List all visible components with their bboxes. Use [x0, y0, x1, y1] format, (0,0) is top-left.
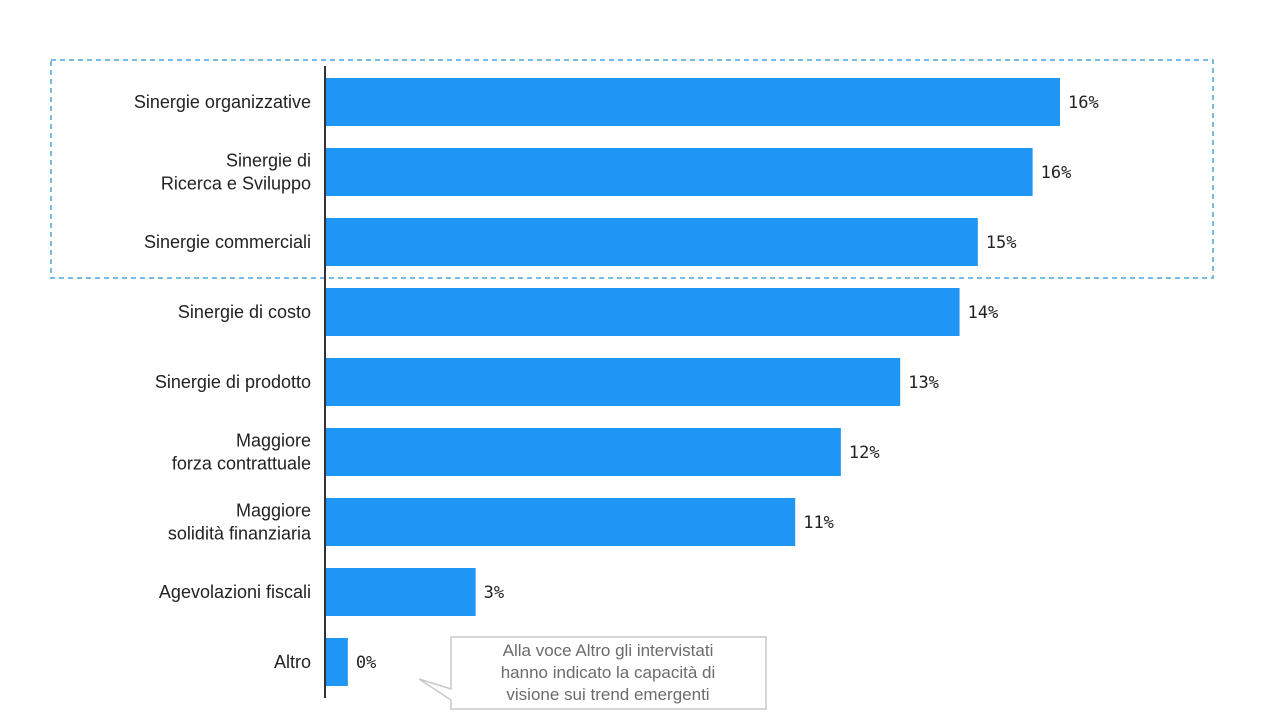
category-label-line: Maggiore — [236, 431, 311, 451]
bar-3 — [325, 288, 960, 336]
category-label-line: Maggiore — [236, 501, 311, 521]
value-label-4: 13% — [908, 373, 939, 393]
bars-layer — [325, 78, 1060, 686]
category-label-line: Sinergie di — [226, 151, 311, 171]
category-label-2: Sinergie commerciali — [144, 232, 311, 252]
value-label-1: 16% — [1041, 163, 1072, 183]
value-label-0: 16% — [1068, 93, 1099, 113]
category-label-line: forza contrattuale — [172, 454, 311, 474]
category-label-4: Sinergie di prodotto — [155, 372, 311, 392]
bar-4 — [325, 358, 901, 406]
bar-2 — [325, 218, 978, 266]
value-label-8: 0% — [356, 653, 376, 673]
labels-layer: 16% Sinergie organizzative 16% Sinergie di R… — [134, 92, 1099, 673]
category-label-line: solidità finanziaria — [168, 524, 312, 544]
annotation-callout: Alla voce Altro gli intervistati hanno in… — [418, 636, 767, 710]
bar-8 — [325, 638, 348, 686]
bar-0 — [325, 78, 1060, 126]
category-label-line: Sinergie di prodotto — [155, 372, 311, 392]
category-label-line: Sinergie organizzative — [134, 92, 311, 112]
category-label-5: Maggiore forza contrattuale — [172, 431, 311, 474]
bar-6 — [325, 498, 796, 546]
category-label-line: Sinergie di costo — [178, 302, 311, 322]
category-label-line: Agevolazioni fiscali — [159, 582, 311, 602]
category-label-1: Sinergie di Ricerca e Sviluppo — [161, 151, 311, 194]
category-label-line: Ricerca e Sviluppo — [161, 174, 311, 194]
highlight-box — [50, 59, 1214, 279]
category-label-line: Sinergie commerciali — [144, 232, 311, 252]
category-label-line: Altro — [274, 652, 311, 672]
bar-7 — [325, 568, 476, 616]
category-label-3: Sinergie di costo — [178, 302, 311, 322]
bar-1 — [325, 148, 1033, 196]
annotation-line: visione sui trend emergenti — [506, 685, 709, 704]
value-label-2: 15% — [986, 233, 1017, 253]
annotation-line: Alla voce Altro gli intervistati — [503, 641, 714, 660]
value-label-3: 14% — [968, 303, 999, 323]
value-label-5: 12% — [849, 443, 880, 463]
category-label-0: Sinergie organizzative — [134, 92, 311, 112]
category-label-8: Altro — [274, 652, 311, 672]
value-label-6: 11% — [803, 513, 834, 533]
category-label-7: Agevolazioni fiscali — [159, 582, 311, 602]
annotation-line: hanno indicato la capacità di — [501, 663, 716, 682]
annotation-box — [418, 636, 767, 710]
annotation-text: Alla voce Altro gli intervistati hanno in… — [501, 641, 716, 704]
value-label-7: 3% — [484, 583, 504, 603]
bar-5 — [325, 428, 841, 476]
category-label-6: Maggiore solidità finanziaria — [168, 501, 312, 544]
